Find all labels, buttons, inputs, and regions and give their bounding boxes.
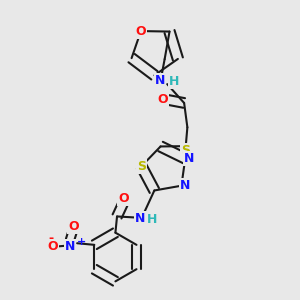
Text: O: O bbox=[118, 192, 129, 205]
Text: N: N bbox=[135, 212, 145, 225]
Text: N: N bbox=[180, 179, 190, 192]
Text: H: H bbox=[147, 212, 157, 226]
Text: O: O bbox=[68, 220, 79, 233]
Text: H: H bbox=[169, 75, 179, 88]
Text: +: + bbox=[77, 237, 86, 247]
Text: N: N bbox=[154, 74, 165, 87]
Text: S: S bbox=[137, 160, 146, 173]
Text: O: O bbox=[158, 93, 168, 106]
Text: N: N bbox=[184, 152, 194, 165]
Text: O: O bbox=[48, 240, 58, 253]
Text: S: S bbox=[181, 143, 190, 157]
Text: N: N bbox=[65, 240, 75, 253]
Text: -: - bbox=[48, 232, 53, 245]
Text: O: O bbox=[136, 25, 146, 38]
